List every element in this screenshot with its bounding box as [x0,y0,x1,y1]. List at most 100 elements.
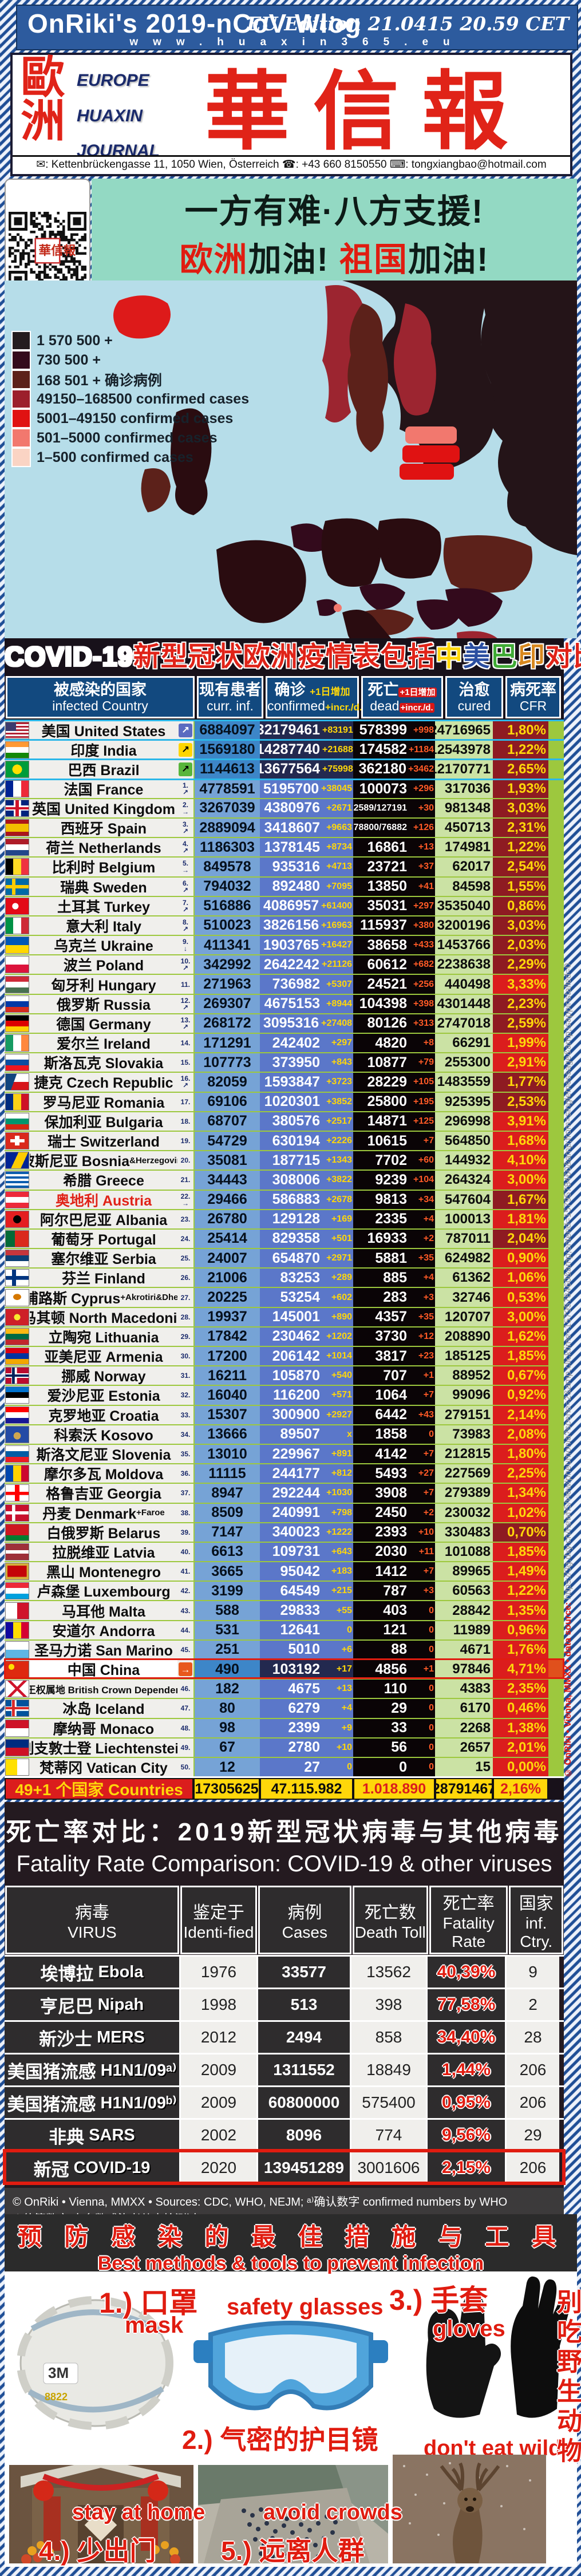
dead-increase: +37 [418,862,434,872]
col-dead[interactable]: 死亡 +1日增加 dead +incr./d. [361,676,443,718]
current-infected-value: 82059 [193,1073,260,1092]
col-confirmed[interactable]: 确诊 +1日增加 confirmed+incr./d. [266,676,362,718]
country-row[interactable]: 波兰 Poland 10. ↗ 342992 2642242 +21126 60612 +68… [5,954,564,974]
country-row[interactable]: 塞尔维亚 Serbia 25. 24007 654870 +2971 5881 +35 624… [5,1248,564,1268]
country-row[interactable]: 巴西 Brazil ↗ 1144613 13677564 +75998 362180 +34… [5,758,564,779]
country-row[interactable]: 白俄罗斯 Belarus 39. 7147 340023 +1222 2393 +10 330… [5,1522,564,1542]
title-segment: 对比 [545,641,581,671]
country-row[interactable]: 梵蒂冈 Vatican City 50. 12 27 0 0 0 15 0,00% [5,1756,564,1777]
country-row[interactable]: 葡萄牙 Portugal 24. 25414 829358 +501 16933 +2 787… [5,1228,564,1249]
fatality-title-en: Fatality Rate Comparison: COVID-19 & oth… [16,1851,552,1876]
country-row[interactable]: 挪威 Norway 31. 16211 105870 +540 707 +1 88952 0,6… [5,1365,564,1385]
country-row[interactable]: 美国 United States ↗ 6884097 32179461 +83191 57… [5,720,564,740]
country-row[interactable]: 马其顿 North Macedonia 28. 19937 145001 +890 435… [5,1306,564,1326]
virus-fatality-rate: 77,58% [426,1989,505,2020]
confirmed-value: 2399 +9 [260,1718,353,1737]
country-row[interactable]: 圣马力诺 San Marino 45. 251 5010 +6 88 0 4671 1,76% [5,1639,564,1659]
country-row[interactable]: 塞浦路斯 Cyprus+Akrotiri&Dhekelia27.20225532… [5,1287,564,1307]
dead-value: 1858 0 [353,1425,435,1444]
dead-value: 2393 +10 [353,1523,435,1542]
rank-cell: 27. [177,1288,193,1307]
current-infected-value: 17200 [193,1347,260,1366]
country-row[interactable]: 黑山 Montenegro 41. 3665 95042 +183 1412 +7 89965… [5,1561,564,1581]
country-row[interactable]: 冰岛 Iceland 47. 80 6279 +4 29 0 6170 0,46% [5,1698,564,1718]
header-bar: OnRiki's 2019-nCoV Wlog EU Edition 21.04… [16,5,578,50]
confirmed-increase: +9663 [326,823,352,833]
country-row[interactable]: 俄罗斯 Russia 12. ↗ 269307 4675153 +8944 104398 +3… [5,993,564,1013]
virus-row: 新沙士 MERS 2012 2494 858 34,40% 28 [5,2020,564,2053]
country-name: 摩纳哥 Monaco [30,1718,177,1737]
cfr-value: 1,55% [493,877,548,896]
col-current-infected[interactable]: 现有患者 curr. inf. [197,676,263,718]
col-cfr[interactable]: 病死率 CFR [505,676,561,718]
cfr-value: 1,77% [493,1073,548,1092]
col-cured[interactable]: 治愈 cured [445,676,503,718]
dead-value: 4856 +1 [353,1660,435,1679]
country-row[interactable]: 爱尔兰 Ireland 14. 171291 242402 +297 4820 +8 6629… [5,1033,564,1053]
trend-arrow-icon: ↗ [179,723,192,737]
country-row[interactable]: 格鲁吉亚 Georgia 37. 8947 292244 +1030 3908 +7 2793… [5,1483,564,1503]
svg-text:8822: 8822 [45,2391,68,2403]
country-row[interactable]: 丹麦 Denmark +Faroe 38. 8509 240991 +798 2450 +2 2… [5,1502,564,1522]
cfr-value: 2,04% [493,1229,548,1249]
legend-label: 49150–168500 confirmed cases [37,390,250,407]
rank-cell: 18. [177,1112,193,1131]
country-row[interactable]: 立陶宛 Lithuania 29. 17842 230462 +1202 3730 +12 2… [5,1326,564,1346]
country-row[interactable]: 乌克兰 Ukraine 9. ↓ 411341 1903765 +16427 38658 +4… [5,935,564,955]
country-row[interactable]: 西班牙 Spain 3. ↗ 2889094 3418607 +9663 78800/768… [5,817,564,837]
country-row[interactable]: 罗马尼亚 Romania 17. 69106 1020301 +3852 25800 +19… [5,1091,564,1111]
country-row[interactable]: 克罗地亚 Croatia 33. 15307 300900 +2927 6442 +43 27… [5,1404,564,1424]
country-row[interactable]: 中国 China → 490 103192 +17 4856 +1 97846 4,71% [4,1658,564,1680]
country-row[interactable]: 安道尔 Andorra 44. 531 12641 0 121 0 11989 0,96% [5,1619,564,1639]
virus-identified: 1976 [179,1957,256,1988]
country-row[interactable]: 摩尔多瓦 Moldova 36. 11115 244177 +812 5493 +27 227… [5,1463,564,1483]
virus-identified: 2009 [179,2055,256,2085]
country-row[interactable]: 法国 France 1. ↗ 4778591 5195700 +38045 100073 +2… [5,778,564,798]
country-row[interactable]: 意大利 Italy 8. ↗ 510023 3826156 +16963 115937 +38… [5,915,564,935]
country-name: 马其顿 North Macedonia [30,1307,177,1326]
country-row[interactable]: 保加利亚 Bulgaria 18. 68707 380576 +2517 14871 +12… [5,1111,564,1131]
country-row[interactable]: 匈牙利 Hungary 11. 271963 736982 +5307 24521 +256… [5,974,564,994]
country-row[interactable]: 科索沃 Kosovo 34. 13666 89507 x 1858 0 73983 2,08% [5,1424,564,1444]
country-row[interactable]: 土耳其 Turkey 7. ↗ 516886 4086957 +61400 35031 +29… [5,895,564,915]
country-row[interactable]: 斯洛文尼亚 Slovenia 35. 13010 229967 +891 4142 +7 21… [5,1443,564,1464]
cfr-value: 2,53% [493,1092,548,1111]
country-row[interactable]: 亚美尼亚 Armenia 30. 17200 206142 +1014 3817 +23 18… [5,1346,564,1366]
current-infected-value: 531 [193,1621,260,1639]
country-row[interactable]: 爱沙尼亚 Estonia 32. 16040 116200 +571 1064 +7 9909… [5,1385,564,1405]
country-row[interactable]: 芬兰 Finland 26. 21006 83253 +289 885 +4 61362 1,0… [5,1267,564,1287]
map-legend: 1 570 500 + 730 500 + 168 501 + 确诊病例 49150… [11,331,249,467]
country-row[interactable]: 摩纳哥 Monaco 48. 98 2399 +9 33 0 2268 1,38% [5,1717,564,1737]
country-row[interactable]: 荷兰 Netherlands 4. ↗ 1186303 1378145 +8734 1686… [5,837,564,857]
country-row[interactable]: 希腊 Greece 21. 34443 308006 +3822 9239 +104 2643… [5,1170,564,1190]
country-row[interactable]: 英国 United Kingdom2.→32670394380976+26711… [5,797,564,817]
dead-value: 578399 +998 [353,721,435,740]
confirmed-increase: +27408 [321,1018,352,1028]
country-row[interactable]: 奥地利 Austria 22. → 29466 586883 +2678 9813 +34 54… [5,1189,564,1209]
country-row[interactable]: 拉脱维亚 Latvia 40. 6613 109731 +643 2030 +11 10108… [5,1541,564,1562]
country-row[interactable]: 波斯尼亚 Bosnia&Herzegovina20.35081187715+13… [5,1150,564,1170]
cured-value: 296998 [435,1112,493,1131]
country-name: 爱沙尼亚 Estonia [30,1386,177,1405]
country-row[interactable]: 捷克 Czech Republic 16. ↗ 82059 1593847 +3723 28… [5,1072,564,1092]
country-row[interactable]: 印度 India↗156918014287740+216888174582+11… [5,739,564,759]
country-row[interactable]: 列支敦士登 Liechtenstein49.672780+1056026572,… [5,1737,564,1757]
slogan-banner: 一方有难·八方支援! 欧洲加油! 祖国加油! [92,179,577,280]
country-row[interactable]: 斯洛瓦克 Slovakia 15. 107773 373950 +843 10877 +79… [5,1052,564,1072]
site-url[interactable]: www.huaxin365.eu [129,36,465,48]
col-country[interactable]: 被感染的国家 infected Country [6,676,195,718]
rank-number: 34. [180,1430,191,1439]
qr-code[interactable]: 華信報 [5,179,90,323]
country-row[interactable]: 卢森堡 Luxembourg 42. 3199 64549 +215 787 +3 60563… [5,1581,564,1601]
confirmed-increase: +812 [331,1468,352,1479]
country-row[interactable]: 瑞典 Sweden 6. ↗ 794032 892480 +7095 13850 +41 845… [5,876,564,896]
country-row[interactable]: 英国王权属地 British Crown Dependencies46.1824… [5,1678,564,1698]
country-row[interactable]: 比利时 Belgium 5. → 849578 935316 +4713 23721 +37 6… [5,856,564,876]
country-row[interactable]: 德国 Germany 13. ↗ 268172 3095316 +27408 80126 +3… [5,1013,564,1033]
country-row[interactable]: 阿尔巴尼亚 Albania 23. 26780 129128 +169 2335 +4 100… [5,1208,564,1228]
cured-value: 1483559 [435,1073,493,1092]
country-row[interactable]: 马耳他 Malta 43. 588 29833 +55 403 0 28842 1,35% [5,1600,564,1620]
dead-value: 35031 +297 [353,896,435,915]
country-row[interactable]: 瑞士 Switzerland 19. 54729 630194 +2226 10615 +7… [5,1130,564,1151]
confirmed-value: 308006 +3822 [260,1171,353,1190]
